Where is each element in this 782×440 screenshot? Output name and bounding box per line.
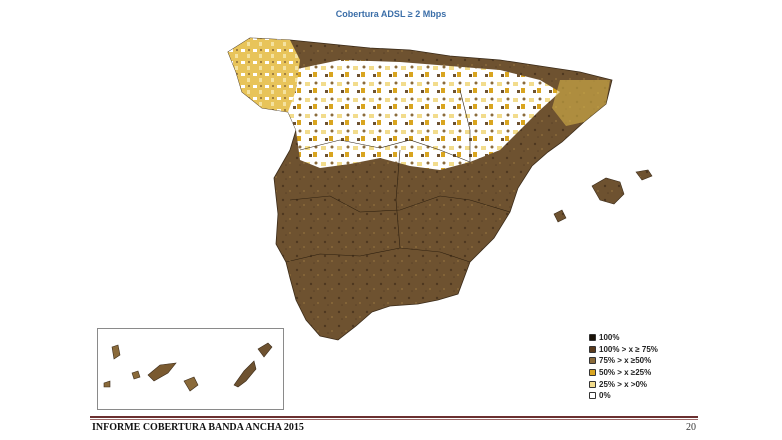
legend-item: 100% > x ≥ 75% xyxy=(589,344,658,356)
legend-label: 100% xyxy=(599,333,620,343)
el-hierro xyxy=(103,380,111,388)
menorca xyxy=(635,169,653,181)
tenerife xyxy=(147,362,177,382)
legend-label: 100% > x ≥ 75% xyxy=(599,344,658,354)
legend-item: 25% > x >0% xyxy=(589,378,658,390)
fuerteventura xyxy=(233,360,257,388)
footer-rule xyxy=(90,416,698,418)
lanzarote xyxy=(257,342,273,358)
canary-islands-inset xyxy=(97,328,284,410)
legend-label: 0% xyxy=(599,391,611,401)
legend-label: 25% > x >0% xyxy=(599,379,648,389)
mallorca xyxy=(591,177,625,205)
region-borders xyxy=(285,89,511,263)
legend-swatch xyxy=(589,345,596,353)
northern-region xyxy=(288,60,560,170)
legend-item: 100% xyxy=(589,332,658,344)
footer-title: INFORME COBERTURA BANDA ANCHA 2015 xyxy=(92,422,304,433)
canary-islands-map xyxy=(103,342,273,392)
map-legend: 100% 100% > x ≥ 75% 75% > x ≥50% 50% > x ≥2… xyxy=(589,332,658,402)
legend-swatch xyxy=(589,392,596,400)
page-number: 20 xyxy=(686,422,696,433)
footer-rule-secondary xyxy=(90,419,698,420)
legend-item: 50% > x ≥25% xyxy=(589,367,658,379)
gran-canaria xyxy=(183,376,199,392)
map-title: Cobertura ADSL ≥ 2 Mbps xyxy=(335,9,447,19)
ibiza xyxy=(553,209,567,223)
legend-item: 0% xyxy=(589,390,658,402)
legend-swatch xyxy=(589,357,596,365)
legend-item: 75% > x ≥50% xyxy=(589,355,658,367)
legend-swatch xyxy=(589,380,596,388)
legend-swatch xyxy=(589,369,596,377)
legend-label: 75% > x ≥50% xyxy=(599,356,652,366)
legend-swatch xyxy=(589,334,596,342)
la-gomera xyxy=(131,370,141,380)
catalonia-region xyxy=(552,80,610,126)
galicia-region xyxy=(228,38,300,112)
legend-label: 50% > x ≥25% xyxy=(599,368,652,378)
la-palma xyxy=(111,344,121,360)
